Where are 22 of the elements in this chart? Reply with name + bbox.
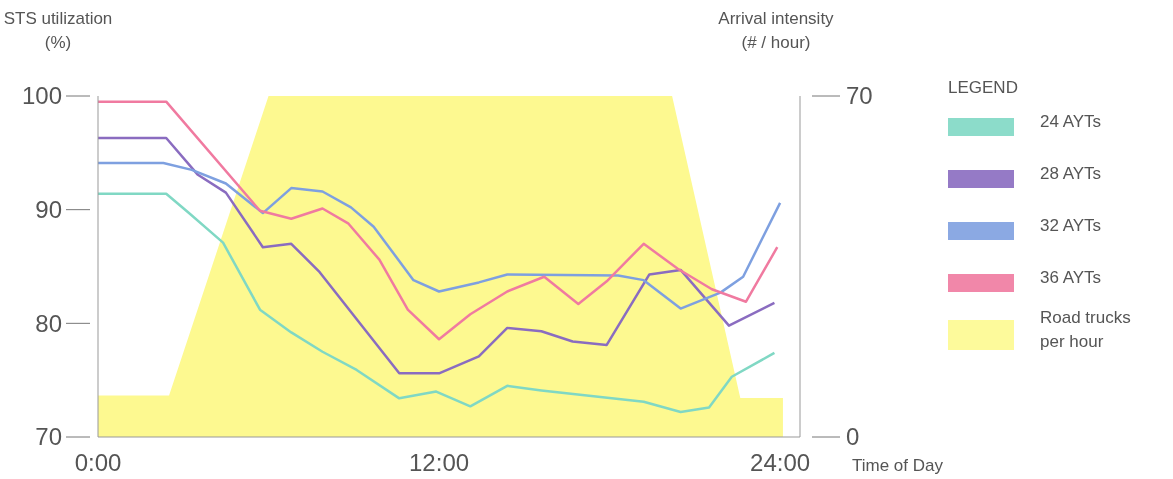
x-axis-title: Time of Day (852, 456, 944, 475)
legend-label: 32 AYTs (1040, 216, 1102, 235)
y-tick-label: 90 (35, 196, 62, 224)
line-series (96, 100, 779, 341)
y2-tick-label: 70 (846, 82, 873, 110)
line-series (96, 192, 776, 414)
y-axis-title: STS utilization (%) (3, 9, 113, 52)
legend-label: 36 AYTs (1040, 268, 1102, 287)
y-tick-label: 100 (21, 82, 62, 110)
y2-tick-label: 0 (846, 423, 860, 451)
legend-label: 28 AYTs (1040, 164, 1102, 183)
x-tick-label: 12:00 (409, 449, 470, 476)
legend-label: 24 AYTs (1040, 112, 1102, 131)
legend-label: Road trucks per hour (1040, 308, 1131, 351)
line-series (96, 161, 782, 310)
legend-title: LEGEND (948, 77, 1018, 97)
y-tick-label: 80 (35, 309, 62, 337)
y-tick-label: 70 (35, 423, 62, 451)
x-tick-label: 0:00 (74, 449, 122, 476)
line-series (96, 136, 776, 375)
y2-axis-title: Arrival intensity (# / hour) (718, 9, 835, 52)
x-tick-label: 24:00 (750, 449, 811, 476)
